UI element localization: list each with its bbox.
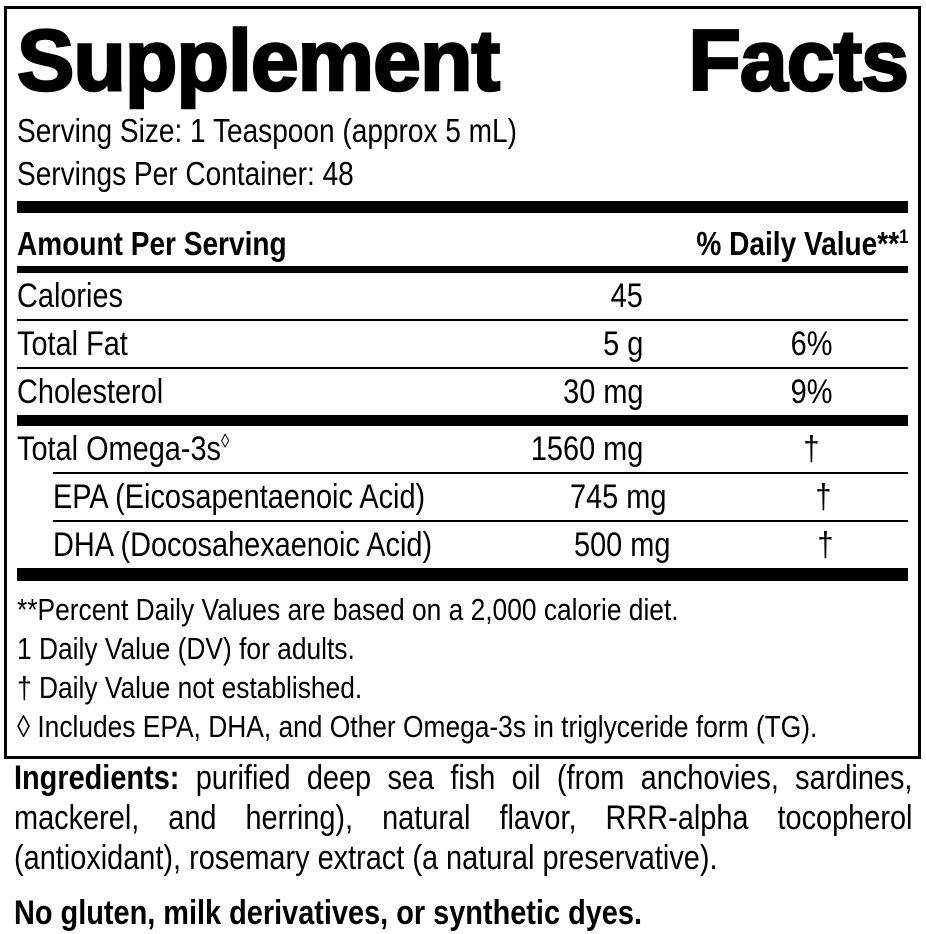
table-header-row: Amount Per Serving % Daily Value**1 [17,213,908,266]
amount-per-serving-header: Amount Per Serving [17,225,287,262]
nutrient-amount: 745 mg [491,477,667,517]
daily-value-header: % Daily Value**1 [695,225,908,262]
nutrient-name: Cholesterol [17,373,443,412]
nutrient-daily-value-text: † [803,429,820,468]
ingredients-label: Ingredients: [14,759,180,797]
nutrient-amount-text: 5 g [602,324,643,363]
thick-divider-bar [17,201,908,213]
nutrient-name: DHA (Docosahexaenoic Acid) [17,526,499,565]
facts-title-word-1: Supplement [16,13,502,109]
nutrient-daily-value-text: 9% [790,372,833,411]
table-row: Calories 45 [17,273,908,319]
nutrient-daily-value: † [667,478,909,517]
thick-divider-bar-bottom [17,568,908,581]
nutrient-name: EPA (Eicosapentaenoic Acid) [17,478,491,517]
nutrient-name: Total Fat [17,325,443,364]
nutrient-name-text: Cholesterol [17,372,164,411]
serving-size-line: Serving Size: 1 Teaspoon (approx 5 mL) [17,109,908,152]
nutrient-amount-text: 45 [610,276,643,315]
section-divider-bar [17,415,908,426]
nutrient-name-text: Total Fat [17,324,128,363]
nutrient-name-text: DHA (Docosahexaenoic Acid) [53,525,433,564]
serving-size-text: Serving Size: 1 Teaspoon (approx 5 mL) [17,112,517,149]
nutrient-amount: 500 mg [499,525,671,565]
footnote-line: 1 Daily Value (DV) for adults. [17,629,908,668]
footnotes: **Percent Daily Values are based on a 2,… [17,590,908,746]
supplement-facts-panel: Supplement Facts Serving Size: 1 Teaspoo… [4,6,921,759]
daily-value-footnote-marker: 1 [898,226,908,248]
row-separator [17,367,908,369]
nutrient-amount: 30 mg [443,373,643,412]
nutrient-daily-value: 9% [643,373,908,412]
nutrient-daily-value [643,277,908,316]
nutrient-name-text: Calories [17,276,124,315]
allergen-statement: No gluten, milk derivatives, or syntheti… [14,894,642,932]
nutrient-amount: 1560 mg [443,430,643,469]
nutrient-amount-text: 1560 mg [530,429,643,468]
footnote-line: **Percent Daily Values are based on a 2,… [17,590,908,629]
row-separator-indented [53,520,908,522]
table-row: DHA (Docosahexaenoic Acid) 500 mg † [17,522,908,568]
facts-title-word-2: Facts [687,13,910,109]
facts-title: Supplement Facts [16,13,911,109]
nutrient-amount: 5 g [443,325,643,364]
table-row: Total Omega-3s◊ 1560 mg † [17,426,908,472]
nutrient-name-text: EPA (Eicosapentaenoic Acid) [53,477,426,516]
nutrient-daily-value: 6% [643,325,908,364]
footnote-line: † Daily Value not established. [17,668,908,707]
nutrition-rows: Calories 45 Total Fat 5 g 6% Cholesterol 30 mg… [17,273,908,568]
table-row: EPA (Eicosapentaenoic Acid) 745 mg † [17,474,908,520]
nutrient-daily-value: † [643,430,908,469]
nutrient-name-sup: ◊ [221,430,230,453]
nutrient-daily-value-text: † [815,477,832,516]
table-row: Total Fat 5 g 6% [17,321,908,367]
nutrient-amount-text: 30 mg [562,372,643,411]
ingredients-paragraph: Ingredients: purified deep sea fish oil … [14,758,912,878]
ingredients-text: purified deep sea fish oil (from anchovi… [14,759,913,877]
footnote-text: 1 Daily Value (DV) for adults. [17,631,355,666]
nutrient-name-text: Total Omega-3s◊ [17,429,230,468]
row-separator [17,319,908,321]
nutrient-daily-value: † [671,526,908,565]
nutrient-name: Calories [17,277,443,316]
footnote-text: ◊ Includes EPA, DHA, and Other Omega-3s … [17,709,818,744]
footnote-line: ◊ Includes EPA, DHA, and Other Omega-3s … [17,707,908,746]
nutrient-name: Total Omega-3s◊ [17,430,443,469]
nutrient-amount: 45 [443,277,643,316]
footnote-text: † Daily Value not established. [17,670,363,705]
servings-per-container-text: Servings Per Container: 48 [17,155,354,192]
header-divider-bar [17,266,908,273]
nutrient-amount-text: 500 mg [574,525,671,564]
servings-per-container-line: Servings Per Container: 48 [17,152,908,195]
nutrient-daily-value-text: 6% [790,324,833,363]
footnote-text: **Percent Daily Values are based on a 2,… [17,592,679,627]
nutrient-daily-value-text: † [817,525,834,564]
table-row: Cholesterol 30 mg 9% [17,369,908,415]
nutrient-amount-text: 745 mg [570,477,667,516]
row-separator-indented [53,472,908,474]
